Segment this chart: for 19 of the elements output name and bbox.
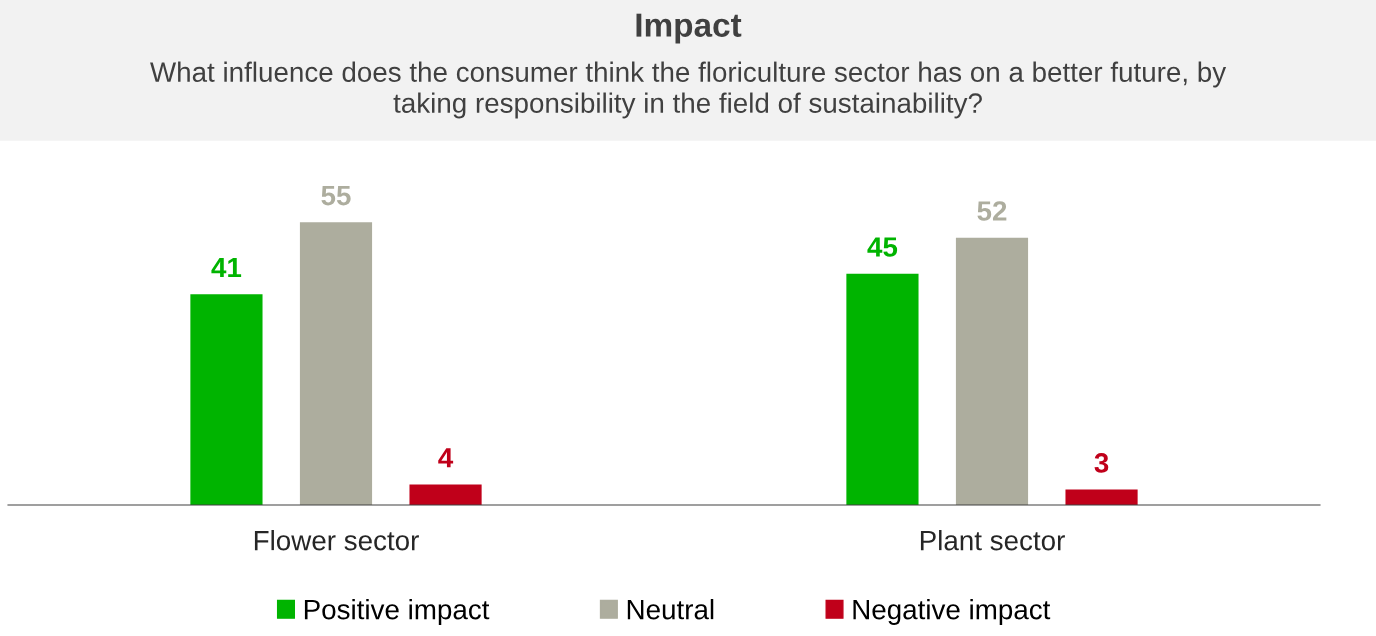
data-label: 41 <box>211 258 242 278</box>
data-label: 45 <box>867 237 898 257</box>
x-tick-label: Plant sector <box>920 530 1065 551</box>
bar <box>955 237 1029 505</box>
bar <box>409 484 482 505</box>
legend-label: Negative impact <box>853 599 1051 625</box>
chart-subtitle: What influence does the consumer think the floriculture sector has on a better future, by taking responsibility in the field of sustainability? <box>150 61 1227 119</box>
bar <box>299 222 373 505</box>
bar <box>1065 489 1138 505</box>
legend-label: Positive impact <box>304 599 490 625</box>
bar <box>846 273 919 505</box>
chart-title: Impact <box>636 13 742 44</box>
data-label: 4 <box>438 448 454 468</box>
bar <box>190 294 263 505</box>
legend-label: Neutral <box>627 599 714 620</box>
data-label: 3 <box>1094 453 1109 473</box>
data-label: 52 <box>977 201 1007 221</box>
x-tick-label: Flower sector <box>254 530 419 551</box>
data-label: 55 <box>321 186 351 206</box>
